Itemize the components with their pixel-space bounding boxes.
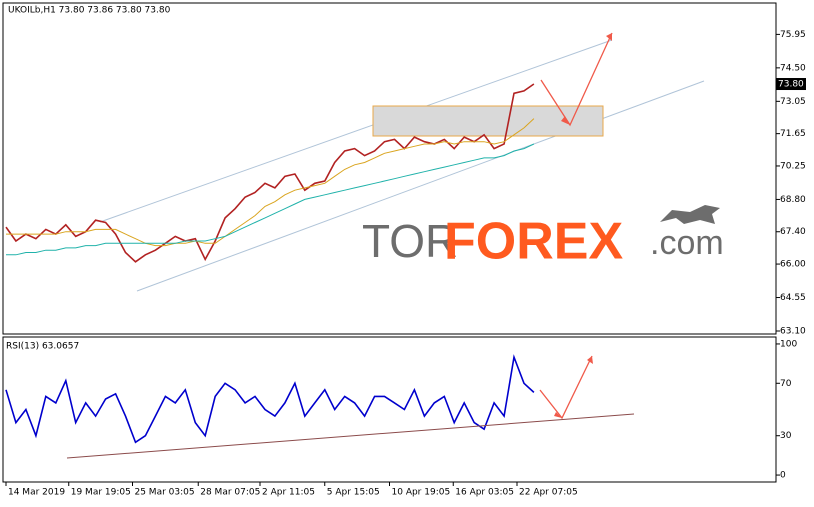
y-tick-label: 0 — [780, 471, 786, 481]
channel-upper — [99, 39, 613, 223]
x-tick-label: 25 Mar 03:05 — [134, 488, 194, 498]
current-price-box — [776, 78, 806, 91]
series-line — [5, 354, 535, 444]
x-tick-label: 10 Apr 19:05 — [392, 488, 451, 498]
x-tick-label: 28 Mar 07:05 — [200, 488, 260, 498]
rsi-trendline — [66, 413, 635, 459]
series-line — [6, 143, 535, 256]
zone-box — [372, 105, 604, 137]
x-tick-label: 19 Mar 19:05 — [71, 488, 131, 498]
y-tick-label: 73.05 — [780, 97, 806, 107]
price-title: UKOILb,H1 73.80 73.86 73.80 73.80 — [8, 6, 171, 16]
x-tick-label: 16 Apr 03:05 — [455, 488, 514, 498]
watermark-forex: FOREX — [444, 213, 623, 271]
y-tick-label: 100 — [780, 339, 797, 349]
y-tick-label: 70 — [780, 379, 792, 389]
bull-icon — [660, 205, 720, 224]
series-line — [6, 118, 535, 247]
y-tick-label: 68.80 — [780, 195, 806, 205]
y-tick-label: 30 — [780, 431, 792, 441]
x-tick-label: 5 Apr 15:05 — [327, 488, 380, 498]
watermark-com: .com — [650, 224, 724, 262]
y-tick-label: 74.50 — [780, 63, 806, 73]
price-panel-frame — [2, 2, 777, 335]
current-price-label: 73.80 — [778, 80, 804, 90]
y-tick-label: 70.25 — [780, 161, 806, 171]
x-tick-label: 2 Apr 11:05 — [262, 488, 315, 498]
x-tick-label: 22 Apr 07:05 — [519, 488, 578, 498]
y-tick-label: 64.55 — [780, 293, 806, 303]
channel-lower — [136, 80, 705, 292]
y-tick-label: 67.40 — [780, 227, 806, 237]
y-tick-label: 63.10 — [780, 326, 806, 336]
y-tick-label: 75.95 — [780, 30, 806, 40]
x-tick-label: 14 Mar 2019 — [8, 488, 65, 498]
watermark-tor: TOR — [362, 215, 458, 267]
rsi-title: RSI(13) 63.0657 — [6, 342, 79, 352]
watermark: TOR FOREX .com — [362, 205, 724, 271]
y-tick-label: 66.00 — [780, 260, 806, 270]
series-line — [5, 83, 535, 263]
y-tick-label: 71.65 — [780, 129, 806, 139]
